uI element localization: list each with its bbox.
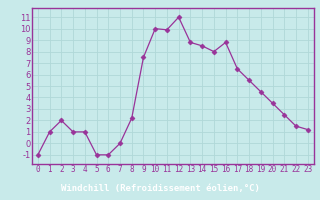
Text: Windchill (Refroidissement éolien,°C): Windchill (Refroidissement éolien,°C) <box>60 184 260 193</box>
